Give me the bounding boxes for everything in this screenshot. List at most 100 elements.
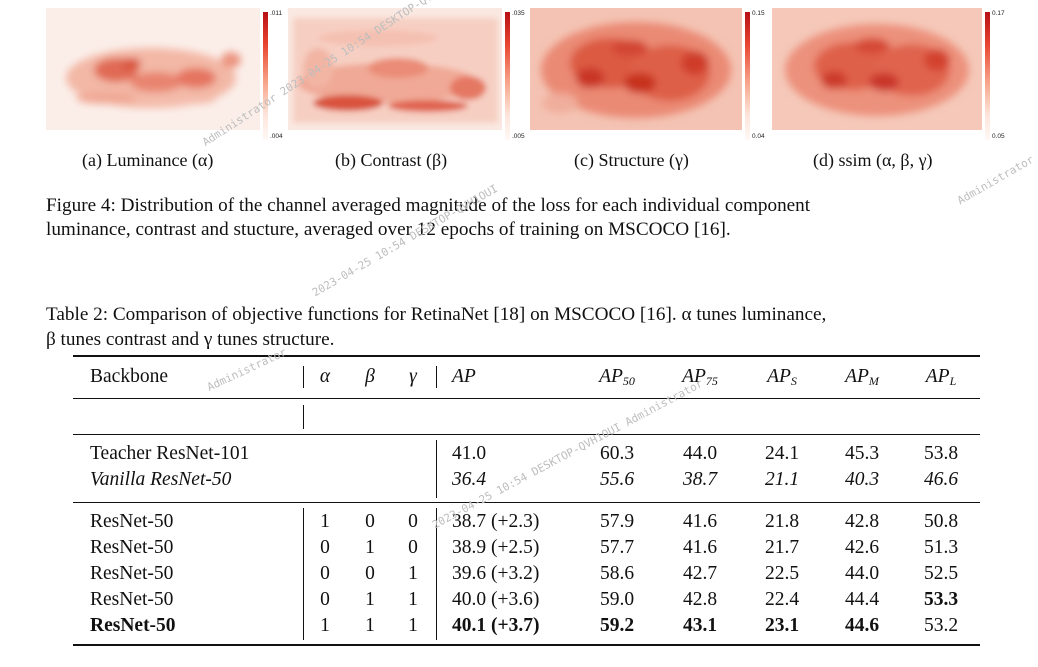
heatmap-image-structure: [530, 8, 742, 130]
colorbar: [745, 12, 750, 140]
cell-ap50: 59.2: [599, 615, 635, 636]
header-rule: [73, 398, 980, 399]
column-divider: [303, 508, 304, 640]
cell-ap: 39.6 (+3.2): [452, 563, 540, 584]
colorbar-min-label: 0.04: [752, 133, 765, 140]
cell-apm: 42.6: [844, 537, 880, 558]
colorbar-max-label: 0.15: [752, 10, 765, 17]
figure-caption-line2: luminance, contrast and stucture, averag…: [46, 219, 731, 240]
cell-ap75: 42.7: [682, 563, 718, 584]
cell-beta: 0: [365, 563, 375, 584]
cell-ap75: 42.8: [682, 589, 718, 610]
colorbar: [505, 12, 510, 140]
heatmap-image-luminance: [46, 8, 260, 130]
cell-ap50: 57.7: [599, 537, 635, 558]
cell-apl: 51.3: [923, 537, 959, 558]
column-divider: [303, 366, 304, 388]
bottom-rule: [73, 644, 980, 646]
cell-aps: 21.1: [764, 469, 800, 490]
cell-alpha: 1: [320, 511, 330, 532]
subcaption-c: (c) Structure (γ): [574, 150, 689, 170]
cell-aps: 21.7: [764, 537, 800, 558]
cell-ap50: 57.9: [599, 511, 635, 532]
header-ap50: AP50: [599, 366, 635, 388]
cell-apm: 44.0: [844, 563, 880, 584]
colorbar-max-label: .035: [512, 10, 525, 17]
column-divider: [303, 405, 304, 429]
cell-backbone: ResNet-50: [90, 589, 174, 610]
cell-ap75: 43.1: [682, 615, 718, 636]
cell-ap50: 55.6: [599, 469, 635, 490]
watermark: Administrator: [205, 345, 289, 394]
cell-apm: 42.8: [844, 511, 880, 532]
header-backbone: Backbone: [90, 366, 168, 387]
cell-aps: 24.1: [764, 443, 800, 464]
cell-alpha: 0: [320, 589, 330, 610]
cell-apm: 44.4: [844, 589, 880, 610]
cell-ap50: 59.0: [599, 589, 635, 610]
heatmap-image-contrast: [288, 8, 502, 130]
cell-backbone: ResNet-50: [90, 511, 174, 532]
cell-ap: 40.1 (+3.7): [452, 615, 540, 636]
colorbar: [263, 12, 268, 140]
header-ap75: AP75: [682, 366, 718, 388]
cell-ap75: 44.0: [682, 443, 718, 464]
cell-ap50: 60.3: [599, 443, 635, 464]
column-divider: [436, 366, 437, 388]
column-divider: [436, 440, 437, 498]
cell-ap: 38.9 (+2.5): [452, 537, 540, 558]
header-ap: AP: [452, 366, 476, 387]
cell-apl: 53.3: [923, 589, 959, 610]
cell-apl: 53.2: [923, 615, 959, 636]
table-caption-line1: Table 2: Comparison of objective functio…: [46, 304, 827, 325]
section-rule: [73, 434, 980, 435]
subcaption-a: (a) Luminance (α): [82, 150, 214, 170]
cell-aps: 23.1: [764, 615, 800, 636]
colorbar-max-label: 0.17: [992, 10, 1005, 17]
cell-alpha: 0: [320, 563, 330, 584]
cell-backbone: ResNet-50: [90, 615, 176, 636]
cell-apl: 46.6: [923, 469, 959, 490]
cell-gamma: 0: [408, 537, 418, 558]
subcaption-b: (b) Contrast (β): [335, 150, 448, 170]
heatmap-image-ssim: [772, 8, 982, 130]
header-aps: APS: [767, 366, 797, 388]
cell-beta: 0: [365, 511, 375, 532]
cell-ap: 36.4: [452, 469, 487, 490]
cell-apl: 53.8: [923, 443, 959, 464]
cell-apl: 52.5: [923, 563, 959, 584]
cell-backbone: ResNet-50: [90, 537, 174, 558]
header-alpha: α: [319, 366, 331, 387]
cell-aps: 22.4: [764, 589, 800, 610]
figure-caption-line1: Figure 4: Distribution of the channel av…: [46, 195, 811, 216]
header-beta: β: [365, 366, 375, 387]
cell-backbone: Teacher ResNet-101: [90, 443, 250, 464]
cell-gamma: 1: [408, 615, 418, 636]
section-rule: [73, 502, 980, 503]
cell-gamma: 0: [408, 511, 418, 532]
header-gamma: γ: [409, 366, 417, 387]
cell-apm: 40.3: [844, 469, 880, 490]
cell-aps: 22.5: [764, 563, 800, 584]
colorbar: [985, 12, 990, 140]
header-apm: APM: [845, 366, 879, 388]
cell-ap: 38.7 (+2.3): [452, 511, 540, 532]
cell-beta: 1: [365, 615, 375, 636]
cell-ap: 40.0 (+3.6): [452, 589, 540, 610]
cell-backbone: Vanilla ResNet-50: [90, 469, 232, 490]
colorbar-min-label: .005: [512, 133, 525, 140]
column-divider: [436, 508, 437, 640]
cell-apl: 50.8: [923, 511, 959, 532]
cell-beta: 1: [365, 589, 375, 610]
cell-beta: 1: [365, 537, 375, 558]
cell-gamma: 1: [408, 563, 418, 584]
subcaption-d: (d) ssim (α, β, γ): [813, 150, 933, 170]
colorbar-min-label: .004: [270, 133, 283, 140]
cell-gamma: 1: [408, 589, 418, 610]
cell-apm: 44.6: [844, 615, 880, 636]
cell-apm: 45.3: [844, 443, 880, 464]
header-apl: APL: [925, 366, 957, 388]
colorbar-min-label: 0.05: [992, 133, 1005, 140]
cell-ap75: 38.7: [682, 469, 718, 490]
cell-ap75: 41.6: [682, 537, 718, 558]
